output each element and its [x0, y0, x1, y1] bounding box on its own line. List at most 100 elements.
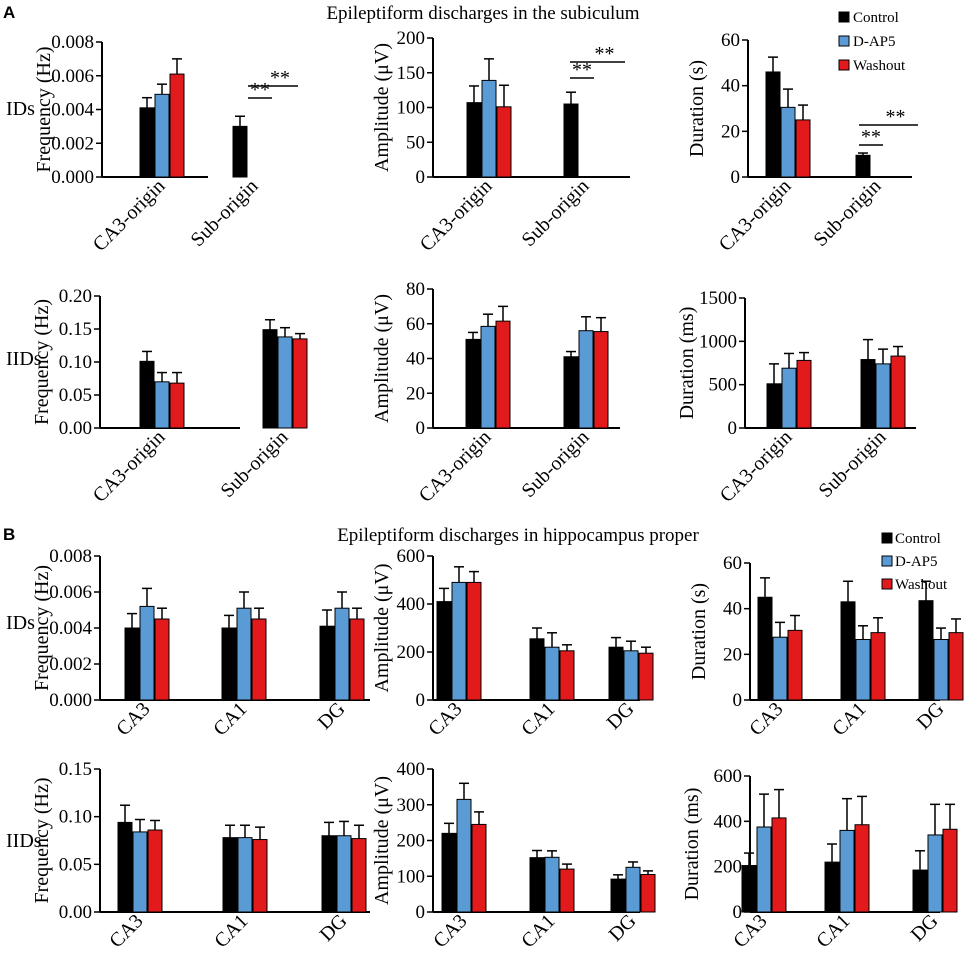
y-tick-label: 0.10: [59, 807, 92, 828]
chart-4: 0.00 0.05 0.10 0.15 0.20 Frequency (Hz) CA3-or…: [31, 286, 308, 507]
y-tick-label: 0: [733, 690, 743, 711]
bar-washout-ca1: [854, 824, 870, 913]
sig-stars: **: [250, 79, 270, 101]
y-tick-label: 0.20: [59, 286, 92, 307]
y-tick-label: 400: [397, 594, 426, 615]
bar-control-suborigin: [262, 329, 278, 429]
bar-control-ca3origin: [765, 71, 781, 178]
bar-dap5-dg: [933, 638, 949, 701]
legend-b-label-dap5: D-AP5: [895, 554, 938, 570]
y-tick-label: 40: [721, 76, 740, 97]
y-tick-label: 150: [397, 63, 426, 84]
bar-dap5-ca3origin: [780, 106, 796, 178]
y-axis-label: Duration (ms): [676, 307, 698, 420]
bar-washout-ca1: [559, 650, 575, 701]
category-label: DG: [316, 910, 352, 946]
category-label: Sub-origin: [186, 175, 262, 251]
bar-washout-ca1: [870, 632, 886, 701]
legend-a-swatch-dap5: [838, 35, 850, 47]
category-label: CA3-origin: [416, 175, 497, 256]
bar-washout-dg: [638, 652, 654, 701]
category-label: CA3-origin: [89, 426, 170, 507]
row-label-b-iids: IIDs: [6, 830, 42, 852]
bar-washout-ca1: [252, 839, 268, 913]
bar-dap5-ca3: [772, 636, 788, 701]
y-tick-label: 0.006: [51, 66, 94, 87]
y-tick-label: 0.00: [59, 902, 92, 923]
bar-control-ca3: [741, 865, 757, 913]
bar-control-suborigin: [563, 356, 579, 429]
bar-control-ca1: [529, 638, 545, 701]
y-tick-label: 60: [721, 30, 740, 51]
bar-washout-dg: [349, 618, 365, 701]
bar-dap5-ca1: [237, 837, 253, 913]
bar-dap5-ca1: [855, 638, 871, 701]
bar-control-ca3: [124, 627, 140, 701]
bar-dap5-ca1: [839, 829, 855, 913]
legend-a-label-washout: Washout: [853, 58, 906, 74]
legend-b-label-washout: Washout: [895, 577, 948, 593]
y-tick-label: 0.00: [59, 418, 92, 439]
bar-control-ca3origin: [465, 338, 481, 429]
bar-washout-ca1: [251, 618, 267, 701]
category-label: CA3-origin: [715, 175, 796, 256]
bar-dap5-suborigin: [578, 330, 594, 429]
y-tick-label: 0: [731, 167, 741, 188]
y-axis-label: Amplitude (μV): [371, 294, 393, 423]
y-tick-label: 200: [397, 642, 426, 663]
y-tick-label: 200: [714, 857, 743, 878]
category-label: Sub-origin: [809, 175, 885, 251]
bar-dap5-ca3origin: [781, 367, 797, 429]
y-axis-label: Duration (s): [688, 583, 710, 680]
panel-letter-b: B: [3, 525, 15, 544]
category-label: Sub-origin: [517, 426, 593, 502]
y-axis-label: Duration (s): [686, 60, 708, 157]
y-tick-label: 0: [416, 902, 426, 923]
y-tick-label: 0.15: [59, 319, 92, 340]
bar-dap5-dg: [336, 835, 352, 913]
y-tick-label: 0.002: [51, 133, 94, 154]
panel-b-title: Epileptiform discharges in hippocampus p…: [337, 525, 699, 546]
bar-washout-ca3: [771, 817, 787, 913]
category-label: CA3: [112, 698, 154, 740]
y-tick-label: 0.15: [59, 759, 92, 780]
sig-stars: **: [886, 106, 906, 128]
category-label: CA1: [828, 698, 870, 740]
category-label: CA1: [209, 698, 251, 740]
category-label: CA3: [424, 698, 466, 740]
y-axis-label: Amplitude (μV): [371, 776, 393, 905]
bar-dap5-ca3: [456, 798, 472, 913]
panel-a-title: Epileptiform discharges in the subiculum: [326, 3, 639, 24]
category-label: CA3: [745, 698, 787, 740]
category-label: DG: [907, 910, 943, 946]
bar-control-suborigin: [855, 154, 871, 178]
chart-9: 0 20 40 60 Duration (s) CA3 CA1 DG: [688, 553, 964, 740]
legend-a: Control D-AP5 Washout: [838, 10, 906, 74]
bar-washout-suborigin: [292, 338, 308, 429]
bar-washout-ca3: [154, 618, 170, 701]
bar-dap5-ca3origin: [154, 93, 170, 178]
y-tick-label: 0.006: [49, 582, 92, 603]
bar-washout-dg: [942, 828, 958, 913]
sig-stars: **: [595, 43, 615, 65]
category-label: DG: [605, 910, 641, 946]
bar-control-ca1: [824, 861, 840, 913]
bar-control-ca3origin: [766, 383, 782, 429]
y-tick-label: 600: [714, 766, 743, 787]
y-axis-label: Frequency (Hz): [33, 46, 55, 172]
y-tick-label: 0.004: [49, 618, 92, 639]
bar-control-ca1: [222, 837, 238, 913]
category-label: CA3-origin: [89, 175, 170, 256]
y-tick-label: 80: [406, 279, 425, 300]
sig-stars: **: [572, 59, 592, 81]
bar-dap5-ca3origin: [481, 79, 497, 178]
y-tick-label: 0: [416, 167, 426, 188]
y-axis-label: Frequency (Hz): [31, 777, 53, 903]
bar-control-dg: [608, 646, 624, 701]
legend-a-swatch-control: [838, 11, 850, 23]
legend-a-swatch-washout: [838, 59, 850, 71]
